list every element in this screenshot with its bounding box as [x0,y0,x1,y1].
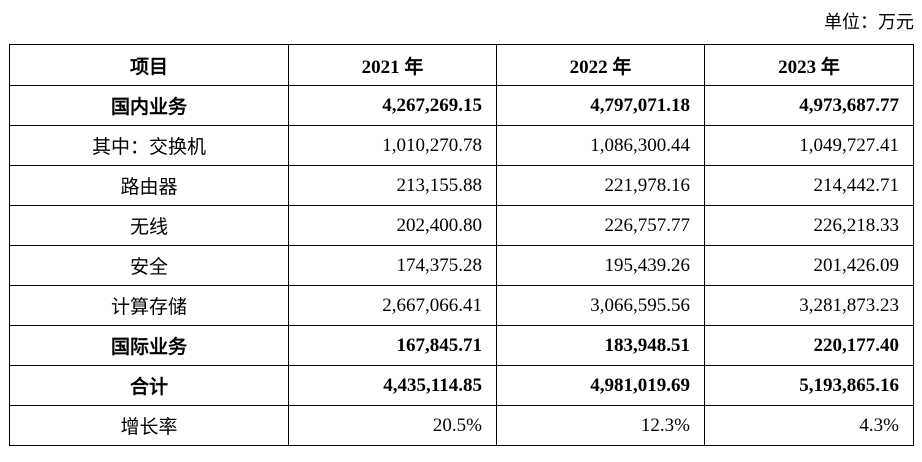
cell-2022: 195,439.26 [496,245,705,286]
cell-2021: 1,010,270.78 [288,125,497,166]
cell-2023: 220,177.40 [704,325,914,366]
header-item: 项目 [9,44,289,86]
cell-2023: 201,426.09 [704,245,914,286]
cell-2021: 4,267,269.15 [288,85,497,126]
row-label: 无线 [9,205,289,246]
cell-2021: 167,845.71 [288,325,497,366]
cell-2021: 4,435,114.85 [288,365,497,406]
cell-2023: 4,973,687.77 [704,85,914,126]
header-2022: 2022 年 [496,44,705,86]
row-label: 安全 [9,245,289,286]
cell-2022: 3,066,595.56 [496,285,705,326]
cell-2023: 3,281,873.23 [704,285,914,326]
header-2023: 2023 年 [704,44,914,86]
cell-2023: 1,049,727.41 [704,125,914,166]
table-row: 计算存储 2,667,066.41 3,066,595.56 3,281,873… [9,285,914,326]
cell-2023: 4.3% [704,405,914,446]
cell-2022: 221,978.16 [496,165,705,206]
cell-2021: 213,155.88 [288,165,497,206]
row-label: 其中：交换机 [9,125,289,166]
row-label: 合计 [9,365,289,406]
header-2021: 2021 年 [288,44,497,86]
cell-2023: 214,442.71 [704,165,914,206]
cell-2022: 12.3% [496,405,705,446]
table-row: 安全 174,375.28 195,439.26 201,426.09 [9,245,914,286]
cell-2023: 226,218.33 [704,205,914,246]
row-label: 国内业务 [9,85,289,126]
cell-2021: 20.5% [288,405,497,446]
row-label: 增长率 [9,405,289,446]
cell-2022: 4,981,019.69 [496,365,705,406]
row-label: 计算存储 [9,285,289,326]
cell-2022: 1,086,300.44 [496,125,705,166]
table-row: 其中：交换机 1,010,270.78 1,086,300.44 1,049,7… [9,125,914,166]
cell-2022: 4,797,071.18 [496,85,705,126]
cell-2022: 226,757.77 [496,205,705,246]
cell-2022: 183,948.51 [496,325,705,366]
cell-2021: 202,400.80 [288,205,497,246]
row-label: 路由器 [9,165,289,206]
table-row: 合计 4,435,114.85 4,981,019.69 5,193,865.1… [9,365,914,406]
cell-2021: 2,667,066.41 [288,285,497,326]
cell-2021: 174,375.28 [288,245,497,286]
table-row: 路由器 213,155.88 221,978.16 214,442.71 [9,165,914,206]
revenue-table: 项目 2021 年 2022 年 2023 年 国内业务 4,267,269.1… [9,44,914,446]
unit-label: 单位：万元 [824,12,914,32]
table-row: 国际业务 167,845.71 183,948.51 220,177.40 [9,325,914,366]
row-label: 国际业务 [9,325,289,366]
table-row: 国内业务 4,267,269.15 4,797,071.18 4,973,687… [9,85,914,126]
table-row: 无线 202,400.80 226,757.77 226,218.33 [9,205,914,246]
cell-2023: 5,193,865.16 [704,365,914,406]
table-row: 增长率 20.5% 12.3% 4.3% [9,405,914,446]
table-header-row: 项目 2021 年 2022 年 2023 年 [9,44,914,86]
